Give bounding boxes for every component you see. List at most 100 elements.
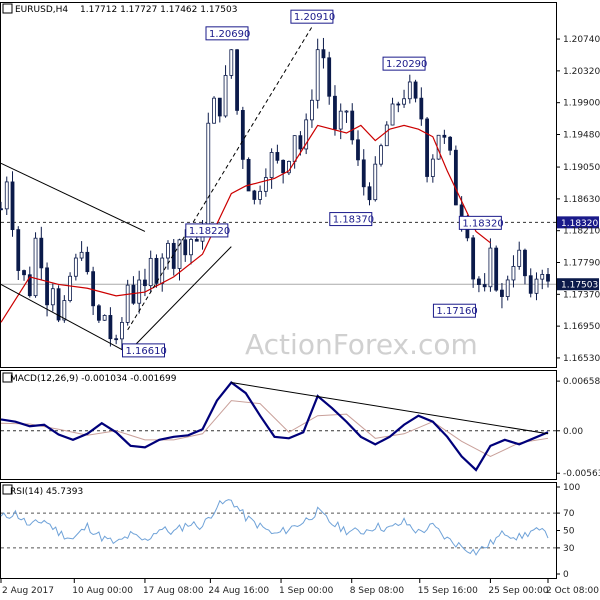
candle-body [263, 177, 268, 192]
candle-body [68, 275, 72, 301]
candle-body [177, 239, 182, 269]
y-tick-label: 0.00 [563, 427, 583, 437]
candle-body [471, 237, 476, 280]
candle-body [500, 289, 504, 297]
candle-body [540, 274, 545, 280]
x-tick-label: 10 Aug 00:00 [72, 586, 133, 596]
candle-body [252, 190, 257, 200]
collapse-icon[interactable] [2, 484, 13, 495]
level-price-label: 1.18320 [561, 219, 598, 229]
y-tick-label: 1.18630 [563, 195, 600, 205]
candle-body [292, 135, 297, 162]
candle-body [315, 49, 320, 101]
candle-body [120, 321, 124, 340]
candle-body [235, 49, 239, 111]
symbol-label: EURUSD,H4 [15, 5, 68, 15]
candle-body [114, 338, 119, 341]
price-annotation-box [205, 26, 249, 41]
candle-body [73, 257, 78, 277]
x-tick-label: 24 Aug 16:00 [208, 586, 269, 596]
x-tick-label: 8 Sep 08:00 [350, 586, 405, 596]
price-annotation-box [290, 9, 334, 24]
price-annotation-label: 1.18370 [333, 215, 374, 226]
candle-body [85, 251, 90, 273]
y-tick-label: 30 [563, 544, 575, 554]
candle-body [148, 257, 153, 287]
candle-body [528, 275, 533, 294]
price-annotation-box [382, 56, 426, 71]
trendline [127, 26, 313, 331]
rsi-title: RSI(14) 45.7393 [10, 487, 83, 497]
candle-body [367, 186, 372, 201]
rsi-header: RSI(14) 45.7393 [2, 484, 83, 497]
watermark: ActionForex.com [245, 328, 478, 361]
candle-body [407, 81, 412, 100]
y-tick-label: 0.006586 [563, 377, 600, 387]
price-annotation-box [432, 303, 476, 318]
candle-body [304, 119, 309, 150]
candle-body [275, 152, 280, 161]
candle-body [419, 97, 424, 120]
candle-body [108, 315, 113, 340]
collapse-icon[interactable] [2, 3, 13, 14]
price-header: EURUSD,H4 1.17712 1.17727 1.17462 1.1750… [2, 3, 237, 15]
candle-body [189, 239, 193, 256]
candle-body [269, 152, 274, 178]
y-tick-label: 0 [563, 570, 569, 580]
candle-body [373, 163, 378, 201]
candle-body [505, 279, 510, 297]
candle-body [217, 97, 222, 117]
macd-title: MACD(12,26,9) -0.001034 -0.001699 [10, 374, 177, 384]
candle-body [286, 160, 291, 174]
y-tick-label: 50 [563, 527, 575, 537]
macd-trendline [231, 382, 549, 435]
y-tick-label: 1.19480 [563, 130, 600, 140]
rsi-y-axis: 100 70 50 30 0 [556, 483, 580, 580]
candle-body [425, 118, 429, 177]
candle-body [212, 97, 216, 124]
candle-body [523, 249, 527, 277]
candle-body [4, 181, 9, 210]
price-annotation-box [329, 212, 373, 227]
y-tick-label: 100 [563, 483, 580, 493]
y-tick-label: 70 [563, 509, 575, 519]
candle-body [350, 110, 355, 141]
y-tick-label: 1.20740 [563, 35, 600, 45]
candle-body [39, 237, 44, 269]
candle-body [390, 103, 395, 126]
x-tick-label: 1 Sep 00:00 [279, 586, 334, 596]
candle-body [143, 279, 147, 287]
collapse-icon[interactable] [2, 372, 13, 383]
y-tick-label: 1.16530 [563, 354, 600, 364]
candle-body [0, 208, 3, 211]
x-tick-label: 2 Aug 2017 [2, 586, 54, 596]
candle-body [102, 315, 107, 321]
candle-body [356, 139, 360, 161]
trendline [0, 162, 146, 232]
candle-body [281, 159, 286, 174]
macd-panel [0, 370, 557, 480]
price-annotation-label: 1.18320 [462, 218, 503, 229]
x-tick-label: 15 Sep 16:00 [418, 586, 478, 596]
price-annotation-label: 1.20910 [294, 12, 335, 23]
price-annotation-label: 1.16610 [126, 346, 167, 357]
candle-body [56, 288, 61, 321]
candle-body [298, 135, 303, 150]
y-tick-label: 1.19900 [563, 99, 600, 109]
candle-body [384, 124, 389, 147]
candle-body [240, 110, 245, 160]
candle-body [453, 149, 458, 206]
candle-body [137, 279, 142, 304]
candle-body [45, 267, 49, 306]
candle-body [333, 95, 337, 130]
level-price-box [557, 216, 599, 229]
candle-body [413, 81, 418, 99]
candle-body [338, 110, 343, 130]
price-annotation-box [185, 223, 229, 238]
trendline [127, 246, 232, 353]
candle-body [79, 251, 84, 259]
price-trendlines [0, 26, 313, 354]
y-tick-label: 1.20320 [563, 67, 600, 77]
candle-body [517, 249, 522, 267]
candle-body [488, 247, 493, 288]
